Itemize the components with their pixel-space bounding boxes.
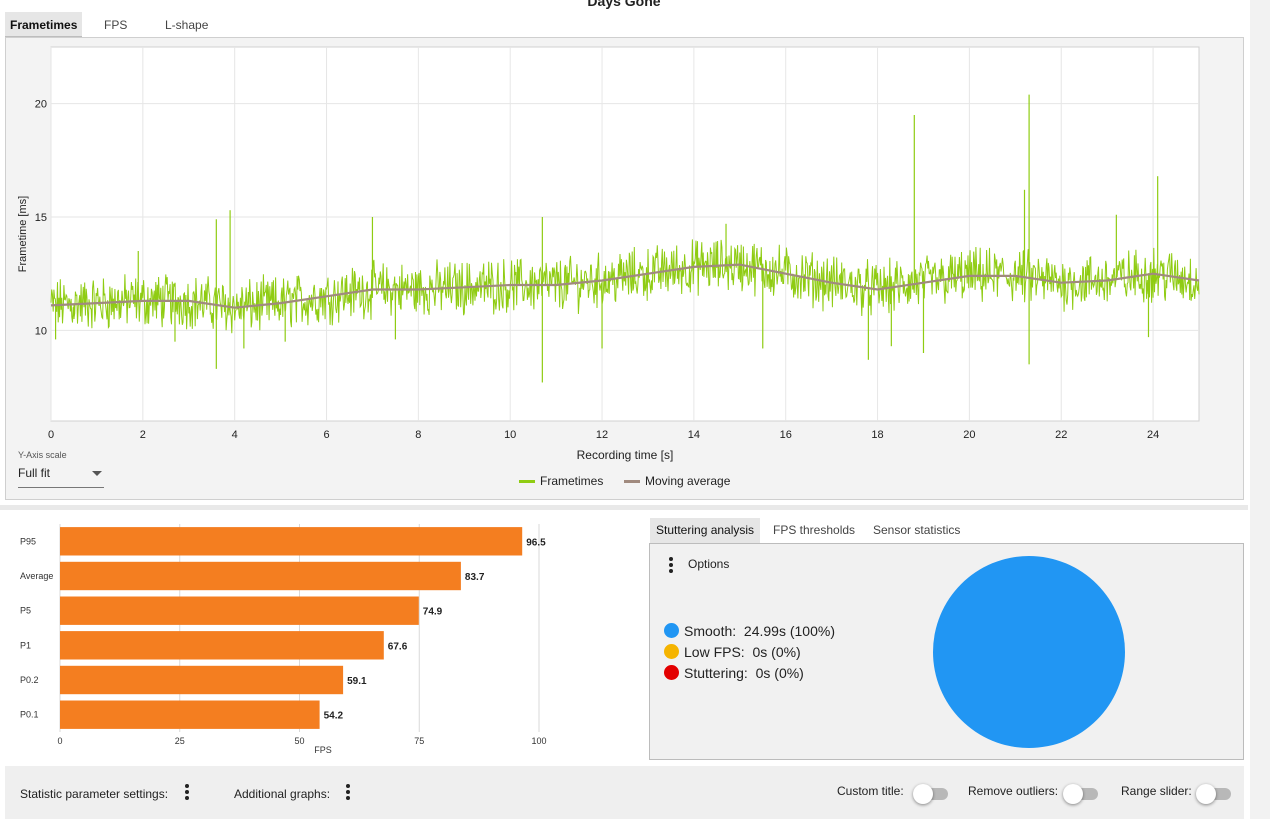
bar-p0-1 — [60, 700, 320, 729]
stat-stuttering-value: 0s (0%) — [755, 665, 804, 681]
x-tick-label: 14 — [688, 429, 700, 441]
legend-label: Frametimes — [540, 474, 604, 488]
stuttering-pie-chart — [933, 556, 1125, 748]
x-tick-label: 4 — [232, 429, 238, 441]
remove-outliers-toggle[interactable] — [1063, 784, 1098, 804]
x-tick-label: 25 — [175, 736, 185, 746]
side-panel-collapsed[interactable] — [1250, 0, 1270, 819]
stat-stuttering-label: Stuttering: — [684, 665, 748, 681]
x-tick-label: 20 — [963, 429, 975, 441]
bar-category-label: P95 — [20, 536, 36, 546]
x-tick-label: 22 — [1055, 429, 1067, 441]
y-axis-label: Frametime [ms] — [17, 196, 29, 272]
options-label[interactable]: Options — [688, 557, 730, 571]
frametimes-line — [50, 239, 1200, 334]
tab-l-shape[interactable]: L-shape — [165, 18, 209, 32]
y-tick-label: 10 — [35, 325, 47, 337]
bar-average — [60, 561, 461, 591]
options-kebab-icon[interactable] — [668, 557, 674, 575]
bottom-toolbar: Statistic parameter settings: Additional… — [5, 766, 1244, 819]
legend-swatch — [519, 480, 535, 484]
tab-sensor-statistics[interactable]: Sensor statistics — [873, 523, 961, 537]
bar-category-label: P1 — [20, 640, 31, 650]
bar-p95 — [60, 527, 523, 556]
range-slider-toggle[interactable] — [1196, 784, 1231, 804]
bar-value-label: 83.7 — [465, 572, 485, 583]
statistic-settings-kebab-icon[interactable] — [184, 784, 190, 802]
x-tick-label: 0 — [48, 429, 54, 441]
x-tick-label: 12 — [596, 429, 608, 441]
low-fps-color-dot — [664, 644, 679, 659]
bar-category-label: P0.1 — [20, 710, 39, 720]
remove-outliers-label: Remove outliers: — [968, 784, 1059, 798]
bar-value-label: 96.5 — [526, 537, 546, 548]
x-tick-label: 2 — [140, 429, 146, 441]
x-tick-label: 24 — [1147, 429, 1159, 441]
stat-smooth-label: Smooth: — [684, 623, 737, 639]
stat-low-fps-value: 0s (0%) — [752, 644, 801, 660]
smooth-color-dot — [664, 623, 679, 638]
legend-frametimes[interactable]: Frametimes — [519, 472, 603, 490]
x-tick-label: 8 — [415, 429, 421, 441]
legend-swatch — [624, 480, 640, 484]
page-title: Days Gone — [587, 0, 661, 9]
x-tick-label: 18 — [871, 429, 883, 441]
y-tick-label: 20 — [35, 99, 47, 111]
moving-average-line — [50, 263, 1200, 309]
toggle-knob — [1063, 784, 1083, 804]
bar-category-label: P5 — [20, 606, 31, 616]
chevron-down-icon — [92, 471, 102, 476]
bar-value-label: 59.1 — [347, 676, 367, 687]
toggle-knob — [1196, 784, 1216, 804]
y-tick-label: 15 — [35, 212, 47, 224]
bar-category-label: Average — [20, 571, 53, 581]
statistics-bar-chart: 0 25 50 75 100 P95 96.5 Average 83.7 P5 74.9 P1 67.… — [20, 524, 547, 755]
custom-title-toggle[interactable] — [913, 784, 948, 804]
x-axis-label: FPS — [314, 745, 332, 755]
x-tick-label: 50 — [294, 736, 304, 746]
statistic-settings-label: Statistic parameter settings: — [20, 787, 169, 801]
custom-title-label: Custom title: — [837, 784, 904, 798]
bar-p0-2 — [60, 665, 344, 695]
legend-label: Moving average — [645, 474, 731, 488]
tab-fps-thresholds[interactable]: FPS thresholds — [773, 523, 856, 537]
plot-area — [50, 46, 1200, 422]
bar-category-label: P0.2 — [20, 675, 39, 685]
x-tick-label: 16 — [780, 429, 792, 441]
x-tick-label: 10 — [504, 429, 516, 441]
stat-stuttering: Stuttering: 0s (0%) — [664, 664, 804, 682]
additional-graphs-label: Additional graphs: — [234, 787, 331, 801]
y-axis-scale-value: Full fit — [18, 466, 51, 480]
bar-p5 — [60, 596, 419, 625]
bar-value-label: 74.9 — [423, 607, 443, 618]
pie-slice-smooth — [933, 556, 1125, 748]
stuttering-color-dot — [664, 665, 679, 680]
panel-divider[interactable] — [0, 505, 1248, 510]
legend-moving-average[interactable]: Moving average — [624, 472, 730, 490]
additional-graphs-kebab-icon[interactable] — [345, 784, 351, 802]
x-tick-label: 100 — [531, 736, 546, 746]
bar-p1 — [60, 631, 384, 660]
bar-value-label: 67.6 — [388, 641, 408, 652]
x-tick-label: 6 — [323, 429, 329, 441]
tab-fps[interactable]: FPS — [104, 18, 128, 32]
stat-smooth: Smooth: 24.99s (100%) — [664, 622, 835, 640]
stat-low-fps-label: Low FPS: — [684, 644, 745, 660]
stat-smooth-value: 24.99s (100%) — [743, 623, 835, 639]
x-tick-label: 75 — [414, 736, 424, 746]
x-tick-label: 0 — [57, 736, 62, 746]
x-axis-label: Recording time [s] — [577, 448, 674, 462]
y-axis-scale-select[interactable]: Full fit — [18, 462, 104, 488]
y-axis-scale-label: Y-Axis scale — [18, 450, 67, 460]
range-slider-label: Range slider: — [1121, 784, 1192, 798]
stat-low-fps: Low FPS: 0s (0%) — [664, 643, 801, 661]
toggle-knob — [913, 784, 933, 804]
tab-frametimes[interactable]: Frametimes — [5, 12, 83, 38]
tab-stuttering-analysis[interactable]: Stuttering analysis — [650, 518, 761, 543]
bar-value-label: 54.2 — [324, 711, 344, 722]
